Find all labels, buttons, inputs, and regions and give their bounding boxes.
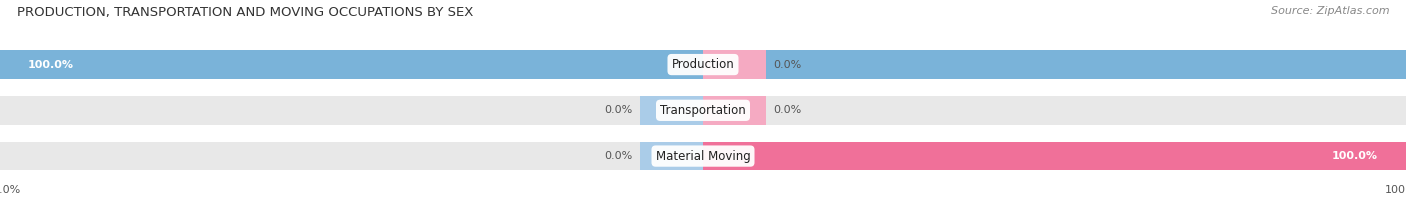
Text: 100.0%: 100.0% xyxy=(1331,151,1378,161)
Text: Production: Production xyxy=(672,58,734,71)
Text: Material Moving: Material Moving xyxy=(655,150,751,163)
Bar xyxy=(0,50,1406,79)
Bar xyxy=(703,142,1406,170)
Text: 0.0%: 0.0% xyxy=(773,105,801,115)
Bar xyxy=(640,96,703,125)
Text: Transportation: Transportation xyxy=(661,104,745,117)
Text: PRODUCTION, TRANSPORTATION AND MOVING OCCUPATIONS BY SEX: PRODUCTION, TRANSPORTATION AND MOVING OC… xyxy=(17,6,474,19)
Bar xyxy=(0,142,1406,170)
Bar xyxy=(0,96,1406,125)
Bar xyxy=(703,96,766,125)
Bar xyxy=(640,142,703,170)
Bar xyxy=(0,50,1406,79)
Text: 0.0%: 0.0% xyxy=(605,151,633,161)
Text: 0.0%: 0.0% xyxy=(605,105,633,115)
Text: Source: ZipAtlas.com: Source: ZipAtlas.com xyxy=(1271,6,1389,16)
Bar xyxy=(703,50,766,79)
Text: 0.0%: 0.0% xyxy=(773,59,801,70)
Text: 100.0%: 100.0% xyxy=(28,59,75,70)
